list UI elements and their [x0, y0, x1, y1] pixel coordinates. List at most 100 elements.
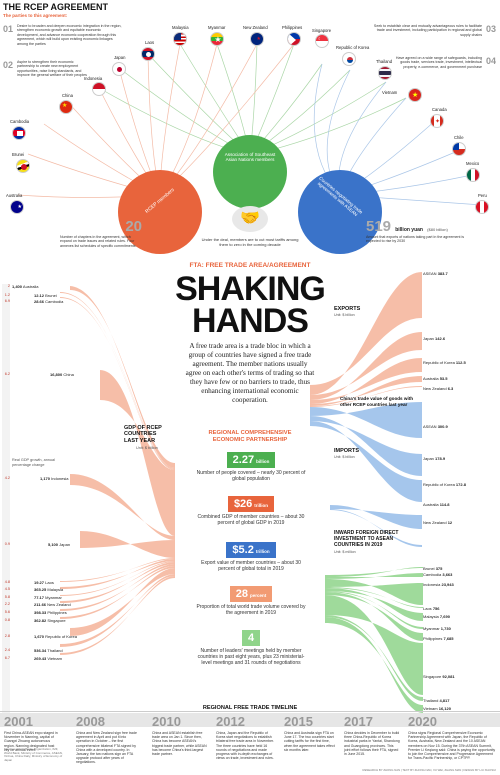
headline-hands: HANDS — [192, 302, 309, 340]
gdp-chart-unit: Unit: $ billion — [136, 446, 158, 450]
flag-canada-icon: ✦ — [430, 114, 444, 128]
flag-label-cambodia: Cambodia — [10, 119, 30, 124]
flag-label-indonesia: Indonesia — [84, 76, 103, 81]
handshake-caption: Under the deal, members are to cut most … — [201, 237, 299, 247]
export-row-japan: Japan 142.6 — [423, 336, 446, 341]
stat-gdp: $26 trillion Combined GDP of member count… — [197, 496, 305, 527]
import-row-korea: Republic of Korea 172.8 — [423, 482, 466, 487]
fdi-row-philippines: Philippines 7,685 — [423, 636, 454, 641]
flag-mexico-icon — [466, 168, 480, 182]
fdi-chart-title: INWARD FOREIGN DIRECT INVESTMENT TO ASEA… — [334, 530, 399, 548]
flag-label-chile: Chile — [454, 135, 464, 140]
export-row-new-zealand: New Zealand 6.3 — [423, 386, 454, 391]
stat-519: 519 billion yuan ($80 billion) Amount th… — [366, 218, 465, 244]
gdp-flow-chart — [60, 286, 175, 655]
flag-philippines-icon — [287, 32, 301, 46]
timeline-item-2001: 2001 First China-ASEAN expo staged in No… — [4, 714, 58, 752]
fdi-flow-chart — [325, 567, 423, 713]
stat-trade-share: 28 percent Proportion of total world trad… — [196, 586, 306, 617]
fdi-row-indonesia: Indonesia 23,943 — [423, 582, 454, 587]
gdp-chart-title: GDP OF RCEP COUNTRIES LAST YEAR — [124, 425, 162, 444]
gdp-growth-bar — [2, 284, 10, 720]
export-row-asean: ASEAN 383.7 — [423, 271, 448, 276]
flag-label-singapore: Singapore — [312, 28, 332, 33]
fdi-row-cambodia: Cambodia 3,663 — [423, 572, 453, 577]
flag-label-laos: Laos — [145, 40, 155, 45]
timeline-item-2010: 2010 China and ASEAN establish free trad… — [152, 714, 207, 757]
flag-australia-icon: ★ — [10, 200, 24, 214]
footer-sources: Sources: World Trade Organization, IMF, … — [4, 747, 63, 762]
header: THE RCEP AGREEMENT The parties to this a… — [3, 2, 108, 18]
flag-new-zealand-icon: ★ — [250, 32, 264, 46]
stat-20: 20 Number of chapters in the agreement, … — [60, 218, 142, 248]
gdp-growth-label: Real GDP growth, annual percentage chang… — [12, 458, 55, 467]
fdi-row-vietnam: Vietnam 16,120 — [423, 706, 451, 711]
flag-malaysia-icon — [173, 32, 187, 46]
footer-credit: RESEARCH BY ZHONG NAN | TEXT BY ZHONG NA… — [362, 768, 496, 772]
import-row-japan: Japan 178.9 — [423, 456, 446, 461]
flag-indonesia-icon — [92, 82, 106, 96]
asean-circle-label: Association of Southeast Asian Nations m… — [224, 152, 276, 163]
import-row-asean: ASEAN 300.9 — [423, 424, 448, 429]
fta-kicker: FTA: FREE TRADE AREA/AGREEMENT — [189, 262, 311, 269]
note-04: 04 Have agreed on a wide range of safegu… — [395, 56, 496, 69]
timeline-item-2008: 2008 China and New Zealand sign free tra… — [76, 714, 137, 765]
flag-thailand-icon — [378, 66, 392, 80]
flag-singapore-icon: ☾ — [315, 34, 329, 48]
flag-peru-icon — [475, 200, 489, 214]
flag-korea-icon — [342, 52, 356, 66]
flag-label-japan: Japan — [114, 55, 126, 60]
export-row-korea: Republic of Korea 112.5 — [423, 360, 466, 365]
fdi-row-malaysia: Malaysia 7,690 — [423, 614, 450, 619]
timeline-item-2020: 2020 China signs Regional Comprehensive … — [408, 714, 496, 761]
headline-shaking: SHAKING — [175, 270, 326, 308]
handshake-icon: 🤝 — [240, 210, 260, 227]
timeline-item-2017: 2017 China decides in December to build … — [344, 714, 400, 757]
exports-label: EXPORTS — [334, 306, 361, 312]
page-subtitle: The parties to this agreement: — [3, 13, 68, 18]
flag-label-brunei: Brunei — [12, 152, 25, 157]
flag-label-philippines: Philippines — [282, 25, 303, 30]
fdi-row-thailand: Thailand 4,817 — [423, 698, 450, 703]
fdi-row-brunei: Brunei 375 — [423, 566, 443, 571]
fdi-row-singapore: Singapore 92,081 — [423, 674, 455, 679]
export-row-australia: Australia 53.5 — [423, 376, 448, 381]
import-row-australia: Australia 114.8 — [423, 502, 450, 507]
rcep-section-title-1: REGIONAL COMPREHENSIVE — [208, 430, 292, 436]
flag-label-new-zealand: New Zealand — [243, 25, 268, 30]
trade-chart-title: China's trade value of goods with other … — [340, 396, 414, 407]
flag-label-korea: Republic of Korea — [336, 45, 370, 50]
fdi-chart-unit: Unit: $ million — [334, 550, 356, 554]
partners-circle — [298, 170, 382, 254]
flag-japan-icon — [112, 62, 126, 76]
flag-label-malaysia: Malaysia — [172, 25, 189, 30]
stat-population: 2.27 billion Number of people covered – n… — [196, 452, 306, 483]
flag-brunei-icon — [16, 159, 30, 173]
flag-china-icon: ★ — [59, 100, 73, 114]
page-title: THE RCEP AGREEMENT — [3, 2, 109, 12]
flag-laos-icon — [141, 47, 155, 61]
note-03: 03 Seek to establish clear and mutually … — [373, 24, 496, 37]
imports-label: IMPORTS — [334, 448, 360, 454]
rcep-circle — [118, 170, 202, 254]
flag-label-mexico: Mexico — [466, 161, 480, 166]
flag-label-vietnam: Vietnam — [382, 90, 398, 95]
flag-label-peru: Peru — [478, 193, 487, 198]
handshake-badge: 🤝 — [232, 206, 268, 232]
flag-vietnam-icon: ★ — [408, 88, 422, 102]
trade-flow-chart-lower — [330, 505, 422, 547]
imports-unit: Unit: $ billion — [334, 455, 355, 459]
flag-chile-icon — [452, 142, 466, 156]
trade-flow-chart — [310, 272, 422, 502]
note-01: 01 Desire to broaden and deepen economic… — [3, 24, 122, 46]
flag-label-canada: Canada — [432, 107, 447, 112]
fdi-row-laos: Laos 756 — [423, 606, 440, 611]
flag-myanmar-icon: ★ — [210, 32, 224, 46]
stat-meetings: 4 Number of leaders' meetings held by me… — [197, 630, 305, 667]
fta-intro: A free trade area is a trade bloc in whi… — [185, 342, 315, 404]
flag-label-china: China — [62, 93, 73, 98]
timeline-rule — [0, 711, 500, 712]
note-02: 02 Aspire to strengthen their economic p… — [3, 60, 87, 78]
timeline-item-2015: 2015 China and Australia sign FTA on Jun… — [284, 714, 335, 752]
timeline-item-2012: 2012 China, Japan and the Republic of Ko… — [216, 714, 274, 761]
